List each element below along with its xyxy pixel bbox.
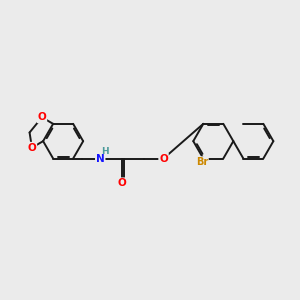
- Text: O: O: [28, 142, 36, 153]
- Text: O: O: [38, 112, 46, 122]
- Text: N: N: [96, 154, 105, 164]
- Text: O: O: [159, 154, 168, 164]
- Text: Br: Br: [196, 157, 208, 167]
- Text: O: O: [118, 178, 127, 188]
- Text: H: H: [101, 147, 109, 156]
